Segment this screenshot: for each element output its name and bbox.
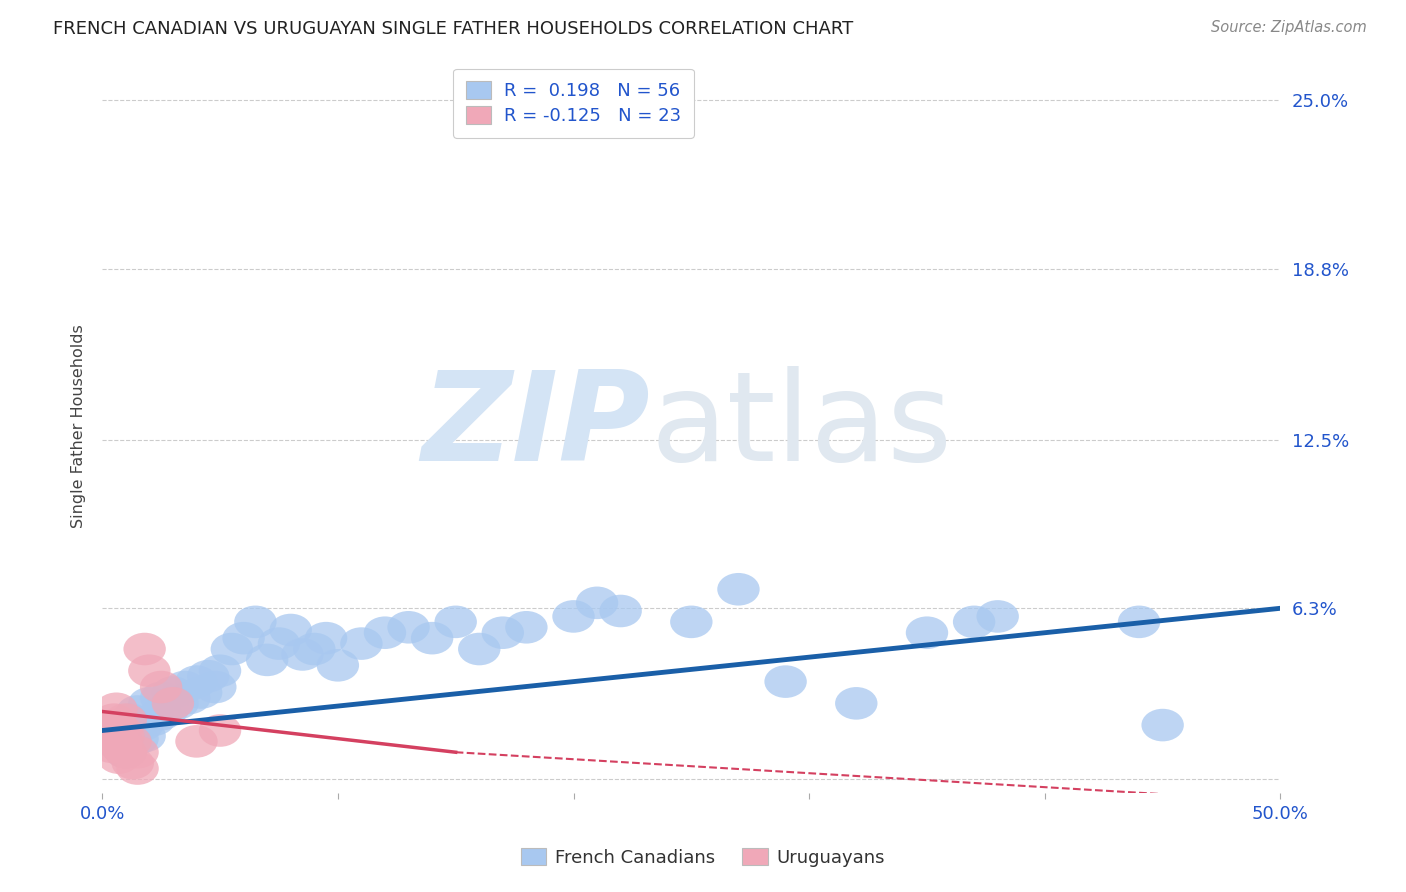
Ellipse shape [100,714,142,747]
Ellipse shape [104,736,148,769]
Ellipse shape [93,704,135,736]
Ellipse shape [281,638,323,671]
Ellipse shape [163,671,205,704]
Ellipse shape [100,731,142,763]
Ellipse shape [340,627,382,660]
Ellipse shape [292,632,336,665]
Ellipse shape [110,725,152,757]
Ellipse shape [316,649,359,681]
Ellipse shape [104,736,148,769]
Ellipse shape [482,616,524,649]
Ellipse shape [128,687,170,720]
Ellipse shape [599,595,643,627]
Text: FRENCH CANADIAN VS URUGUAYAN SINGLE FATHER HOUSEHOLDS CORRELATION CHART: FRENCH CANADIAN VS URUGUAYAN SINGLE FATH… [53,20,853,37]
Ellipse shape [835,687,877,720]
Ellipse shape [96,709,138,741]
Ellipse shape [235,606,277,638]
Ellipse shape [104,720,148,752]
Text: ZIP: ZIP [422,366,650,487]
Ellipse shape [117,736,159,769]
Ellipse shape [1118,606,1160,638]
Ellipse shape [97,725,141,757]
Ellipse shape [576,587,619,619]
Ellipse shape [246,644,288,676]
Ellipse shape [198,655,242,687]
Ellipse shape [117,752,159,785]
Ellipse shape [905,616,948,649]
Ellipse shape [977,600,1019,632]
Ellipse shape [141,698,183,731]
Ellipse shape [169,681,211,714]
Ellipse shape [152,676,194,709]
Ellipse shape [124,720,166,752]
Ellipse shape [176,665,218,698]
Ellipse shape [121,709,163,741]
Y-axis label: Single Father Households: Single Father Households [72,325,86,528]
Ellipse shape [97,723,141,755]
Ellipse shape [93,714,135,747]
Ellipse shape [104,704,148,736]
Ellipse shape [156,687,198,720]
Ellipse shape [111,714,155,747]
Ellipse shape [103,709,145,741]
Ellipse shape [124,632,166,665]
Legend: French Canadians, Uruguayans: French Canadians, Uruguayans [513,841,893,874]
Ellipse shape [553,600,595,632]
Ellipse shape [128,655,170,687]
Ellipse shape [765,665,807,698]
Ellipse shape [305,622,347,655]
Ellipse shape [717,573,759,606]
Ellipse shape [148,692,190,725]
Ellipse shape [505,611,547,644]
Ellipse shape [198,714,242,747]
Ellipse shape [117,695,159,728]
Ellipse shape [1142,709,1184,741]
Ellipse shape [257,627,299,660]
Ellipse shape [93,720,135,752]
Ellipse shape [132,704,176,736]
Ellipse shape [103,720,145,752]
Legend: R =  0.198   N = 56, R = -0.125   N = 23: R = 0.198 N = 56, R = -0.125 N = 23 [453,69,693,138]
Text: atlas: atlas [650,366,952,487]
Ellipse shape [180,676,222,709]
Ellipse shape [141,681,183,714]
Ellipse shape [194,671,236,704]
Text: Source: ZipAtlas.com: Source: ZipAtlas.com [1211,20,1367,35]
Ellipse shape [434,606,477,638]
Ellipse shape [141,671,183,704]
Ellipse shape [364,616,406,649]
Ellipse shape [152,687,194,720]
Ellipse shape [89,714,131,747]
Ellipse shape [176,725,218,757]
Ellipse shape [90,731,132,763]
Ellipse shape [211,632,253,665]
Ellipse shape [270,614,312,647]
Ellipse shape [387,611,430,644]
Ellipse shape [458,632,501,665]
Ellipse shape [187,660,229,692]
Ellipse shape [110,704,152,736]
Ellipse shape [117,723,159,755]
Ellipse shape [100,731,142,763]
Ellipse shape [97,741,141,774]
Ellipse shape [222,622,264,655]
Ellipse shape [96,692,138,725]
Ellipse shape [671,606,713,638]
Ellipse shape [411,622,453,655]
Ellipse shape [953,606,995,638]
Ellipse shape [111,747,155,780]
